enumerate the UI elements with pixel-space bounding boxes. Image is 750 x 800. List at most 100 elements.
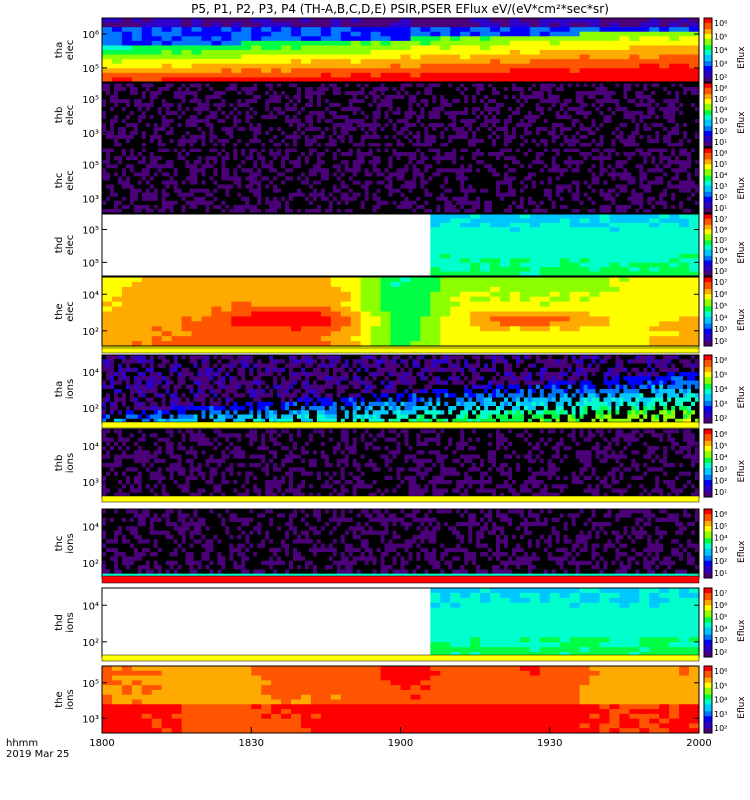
spectrogram-cell	[468, 192, 473, 198]
spectrogram-cell	[555, 143, 561, 148]
spectrogram-cell	[627, 107, 632, 112]
spectrogram-cell	[281, 91, 286, 96]
spectrogram-cell	[328, 180, 334, 185]
spectrogram-cell	[257, 168, 262, 173]
spectrogram-cell	[450, 54, 461, 60]
spectrogram-cell	[675, 143, 680, 148]
spectrogram-cell	[649, 27, 660, 33]
spectrogram-cell	[669, 31, 680, 37]
spectrogram-cell	[559, 72, 571, 78]
spectrogram-cell	[281, 54, 292, 60]
spectrogram-cell	[330, 22, 342, 28]
spectrogram-cell	[173, 200, 179, 206]
spectrogram-cell	[121, 180, 127, 185]
spectrogram-cell	[109, 135, 115, 140]
spectrogram-cell	[245, 172, 250, 177]
spectrogram-cell	[185, 95, 190, 100]
spectrogram-cell	[629, 36, 640, 42]
spectrogram-cell	[177, 156, 182, 161]
spectrogram-cell	[655, 107, 660, 112]
spectrogram-cell	[390, 45, 401, 51]
spectrogram-cell	[257, 204, 262, 210]
spectrogram-cell	[432, 184, 437, 190]
spectrogram-cell	[523, 115, 529, 120]
spectrogram-cell	[229, 143, 234, 148]
spectrogram-cell	[356, 200, 362, 206]
spectrogram-cell	[687, 99, 692, 104]
spectrogram-cell	[271, 40, 282, 46]
spectrogram-cell	[102, 180, 107, 185]
spectrogram-cell	[221, 168, 226, 173]
spectrogram-cell	[619, 87, 624, 92]
spectrogram-cell	[348, 91, 354, 96]
spectrogram-cell	[655, 87, 660, 92]
spectrogram-cell	[145, 115, 151, 120]
spectrogram-cell	[141, 59, 153, 65]
spectrogram-cell	[157, 107, 163, 112]
spectrogram-cell	[221, 192, 226, 198]
spectrogram-cell	[304, 192, 310, 198]
spectrogram-cell	[201, 139, 206, 144]
spectrogram-cell	[436, 87, 441, 92]
spectrogram-cell	[340, 184, 346, 190]
spectrogram-cell	[177, 115, 182, 120]
spectrogram-cell	[324, 99, 330, 104]
spectrogram-cell	[131, 36, 143, 42]
spectrogram-cell	[476, 204, 481, 210]
spectrogram-cell	[551, 111, 557, 116]
spectrogram-cell	[273, 148, 278, 153]
spectrogram-cell	[669, 54, 680, 60]
spectrogram-cell	[452, 103, 457, 108]
spectrogram-cell	[237, 103, 242, 108]
spectrogram-cell	[368, 111, 374, 116]
spectrogram-cell	[579, 27, 590, 33]
spectrogram-cell	[472, 192, 477, 198]
spectrogram-cell	[420, 103, 425, 108]
spectrogram-cell	[316, 115, 322, 120]
spectrogram-cell	[109, 188, 115, 194]
spectrogram-cell	[376, 196, 381, 202]
spectrogram-cell	[285, 196, 290, 202]
spectrogram-cell	[229, 119, 234, 124]
colorbar-segment	[704, 127, 712, 130]
spectrogram-cell	[424, 87, 429, 92]
spectrogram-cell	[129, 192, 135, 198]
spectrogram-cell	[141, 119, 147, 124]
spectrogram-cell	[595, 115, 600, 120]
spectrogram-cell	[253, 176, 258, 181]
spectrogram-cell	[472, 115, 477, 120]
spectrogram-cell	[145, 156, 151, 161]
spectrogram-cell	[121, 111, 127, 116]
spectrogram-cell	[511, 135, 517, 140]
spectrogram-cell	[420, 111, 425, 116]
spectrogram-cell	[301, 204, 306, 210]
spectrogram-cell	[559, 77, 571, 83]
spectrogram-cell	[424, 152, 429, 157]
spectrogram-cell	[133, 152, 139, 157]
spectrogram-cell	[352, 103, 358, 108]
spectrogram-cell	[117, 135, 123, 140]
spectrogram-cell	[111, 63, 123, 69]
spectrogram-cell	[273, 131, 278, 136]
spectrogram-cell	[683, 103, 688, 108]
spectrogram-cell	[261, 40, 272, 46]
spectrogram-cell	[470, 63, 481, 69]
spectrogram-cell	[273, 87, 278, 92]
spectrogram-cell	[603, 135, 608, 140]
spectrogram-cell	[308, 103, 314, 108]
spectrogram-cell	[324, 131, 330, 136]
spectrogram-cell	[149, 156, 155, 161]
spectrogram-cell	[352, 111, 358, 116]
spectrogram-cell	[261, 59, 272, 65]
spectrogram-cell	[209, 123, 214, 128]
spectrogram-cell	[324, 196, 330, 202]
spectrogram-cell	[269, 127, 274, 132]
spectrogram-cell	[209, 184, 214, 190]
spectrogram-cell	[225, 164, 230, 169]
spectrogram-cell	[105, 131, 111, 136]
spectrogram-cell	[679, 115, 684, 120]
spectrogram-cell	[348, 176, 354, 181]
spectrogram-cell	[464, 148, 469, 153]
spectrogram-cell	[603, 87, 608, 92]
spectrogram-cell	[117, 188, 123, 194]
